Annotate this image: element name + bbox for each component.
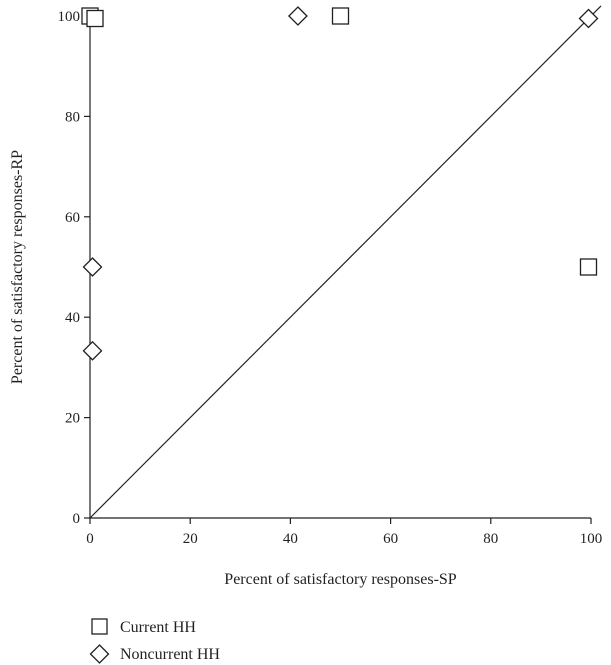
x-tick-label: 0: [86, 531, 94, 547]
data-point-square: [86, 9, 104, 28]
legend: Current HH Noncurrent HH: [89, 618, 220, 664]
x-axis-title: Percent of satisfactory responses-SP: [224, 571, 456, 588]
x-axis-ticks: 0 20 40 60 80 100: [86, 518, 602, 547]
legend-label: Noncurrent HH: [120, 646, 220, 663]
y-axis-title: Percent of satisfactory responses-RP: [9, 150, 26, 384]
x-tick-label: 80: [483, 531, 498, 547]
data-point-diamond: [82, 340, 103, 361]
legend-label: Current HH: [120, 619, 196, 636]
y-tick-label: 100: [58, 9, 81, 25]
square-marker-icon: [91, 618, 108, 635]
y-tick-label: 80: [65, 109, 80, 125]
y-tick-label: 0: [73, 511, 81, 527]
data-point-diamond: [578, 8, 599, 29]
y-axis-ticks: 0 20 40 60 80 100: [58, 9, 90, 527]
y-tick-label: 40: [65, 310, 80, 326]
legend-item-current-hh: Current HH: [91, 618, 196, 636]
x-tick-label: 100: [580, 531, 603, 547]
x-tick-label: 20: [183, 531, 198, 547]
data-point-square: [331, 7, 350, 25]
legend-item-noncurrent-hh: Noncurrent HH: [89, 644, 220, 664]
data-point-diamond: [82, 257, 103, 277]
data-point-square: [579, 258, 598, 276]
x-tick-label: 40: [283, 531, 298, 547]
diamond-marker-icon: [89, 644, 110, 664]
axes: 0 20 40 60 80 100 0 20 40 60 80 100: [58, 9, 603, 547]
y-tick-label: 60: [65, 210, 80, 226]
x-tick-label: 60: [383, 531, 398, 547]
data-point-diamond: [287, 6, 308, 26]
data-points: [81, 6, 599, 361]
reference-line-y-equals-x: [89, 5, 602, 519]
y-tick-label: 20: [65, 411, 80, 427]
